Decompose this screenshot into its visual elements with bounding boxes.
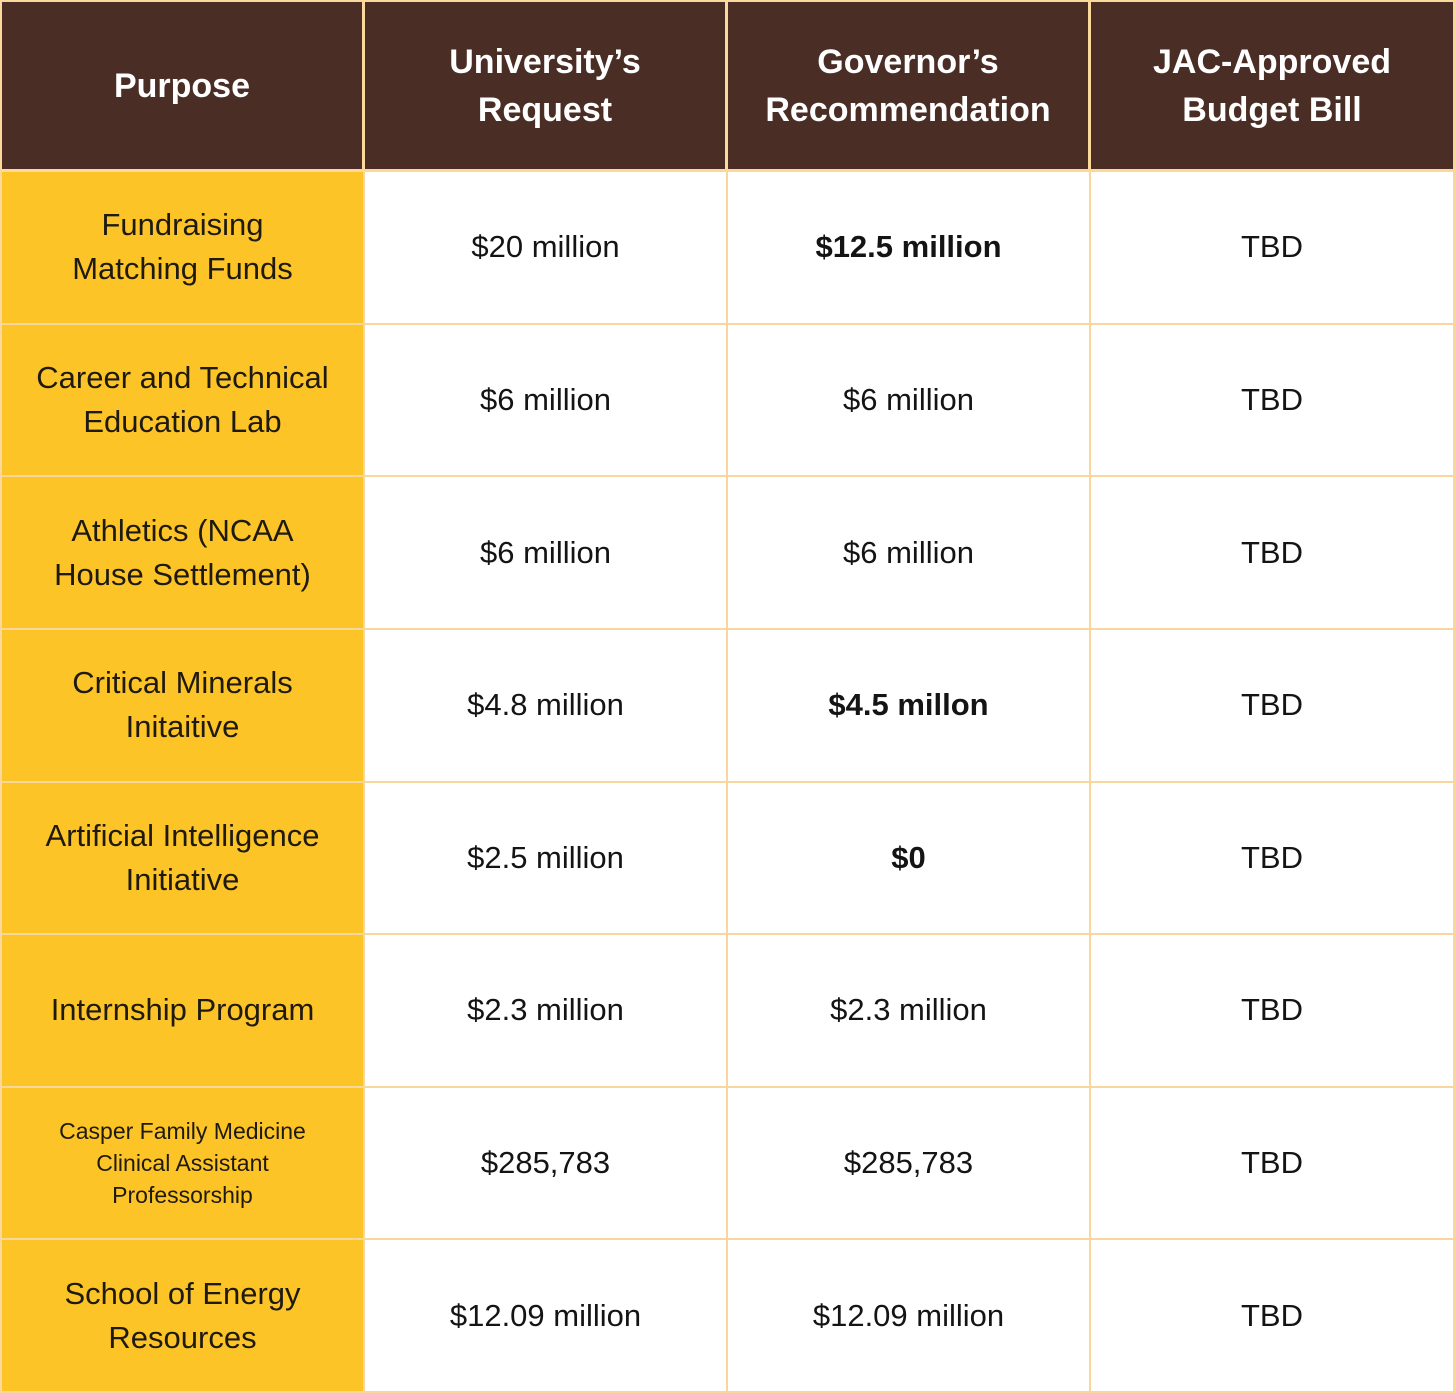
request-artificial-intelligence-initiative: $2.5 million xyxy=(365,782,728,936)
jac-artificial-intelligence-initiative: TBD xyxy=(1091,782,1456,936)
recommendation-school-of-energy-resources: $12.09 million xyxy=(728,1240,1091,1393)
jac-internship-program: TBD xyxy=(1091,935,1456,1088)
recommendation-career-technical-education-lab: $6 million xyxy=(728,324,1091,478)
header-university-request: University’s Request xyxy=(365,0,728,172)
request-career-technical-education-lab: $6 million xyxy=(365,324,728,478)
purpose-career-technical-education-lab: Career and Technical Education Lab xyxy=(0,324,365,478)
request-critical-minerals-initiative: $4.8 million xyxy=(365,629,728,783)
header-jac-approved-budget-bill: JAC-Approved Budget Bill xyxy=(1091,0,1456,172)
purpose-internship-program: Internship Program xyxy=(0,935,365,1088)
request-athletics-ncaa-house-settlement: $6 million xyxy=(365,477,728,630)
recommendation-casper-family-medicine: $285,783 xyxy=(728,1087,1091,1241)
request-casper-family-medicine: $285,783 xyxy=(365,1087,728,1241)
purpose-school-of-energy-resources: School of Energy Resources xyxy=(0,1240,365,1393)
purpose-artificial-intelligence-initiative: Artificial Intelligence Initiative xyxy=(0,782,365,936)
jac-athletics-ncaa-house-settlement: TBD xyxy=(1091,477,1456,630)
jac-career-technical-education-lab: TBD xyxy=(1091,324,1456,478)
recommendation-artificial-intelligence-initiative: $0 xyxy=(728,782,1091,936)
recommendation-critical-minerals-initiative: $4.5 millon xyxy=(728,629,1091,783)
request-school-of-energy-resources: $12.09 million xyxy=(365,1240,728,1393)
header-governor-recommendation: Governor’s Recommendation xyxy=(728,0,1091,172)
request-fundraising-matching-funds: $20 million xyxy=(365,172,728,325)
jac-critical-minerals-initiative: TBD xyxy=(1091,629,1456,783)
header-purpose: Purpose xyxy=(0,0,365,172)
recommendation-internship-program: $2.3 million xyxy=(728,935,1091,1088)
request-internship-program: $2.3 million xyxy=(365,935,728,1088)
jac-casper-family-medicine: TBD xyxy=(1091,1087,1456,1241)
purpose-casper-family-medicine: Casper Family Medicine Clinical Assistan… xyxy=(0,1087,365,1241)
recommendation-athletics-ncaa-house-settlement: $6 million xyxy=(728,477,1091,630)
jac-fundraising-matching-funds: TBD xyxy=(1091,172,1456,325)
purpose-fundraising-matching-funds: Fundraising Matching Funds xyxy=(0,172,365,325)
jac-school-of-energy-resources: TBD xyxy=(1091,1240,1456,1393)
purpose-critical-minerals-initiative: Critical Minerals Initaitive xyxy=(0,629,365,783)
recommendation-fundraising-matching-funds: $12.5 million xyxy=(728,172,1091,325)
purpose-athletics-ncaa-house-settlement: Athletics (NCAA House Settlement) xyxy=(0,477,365,630)
